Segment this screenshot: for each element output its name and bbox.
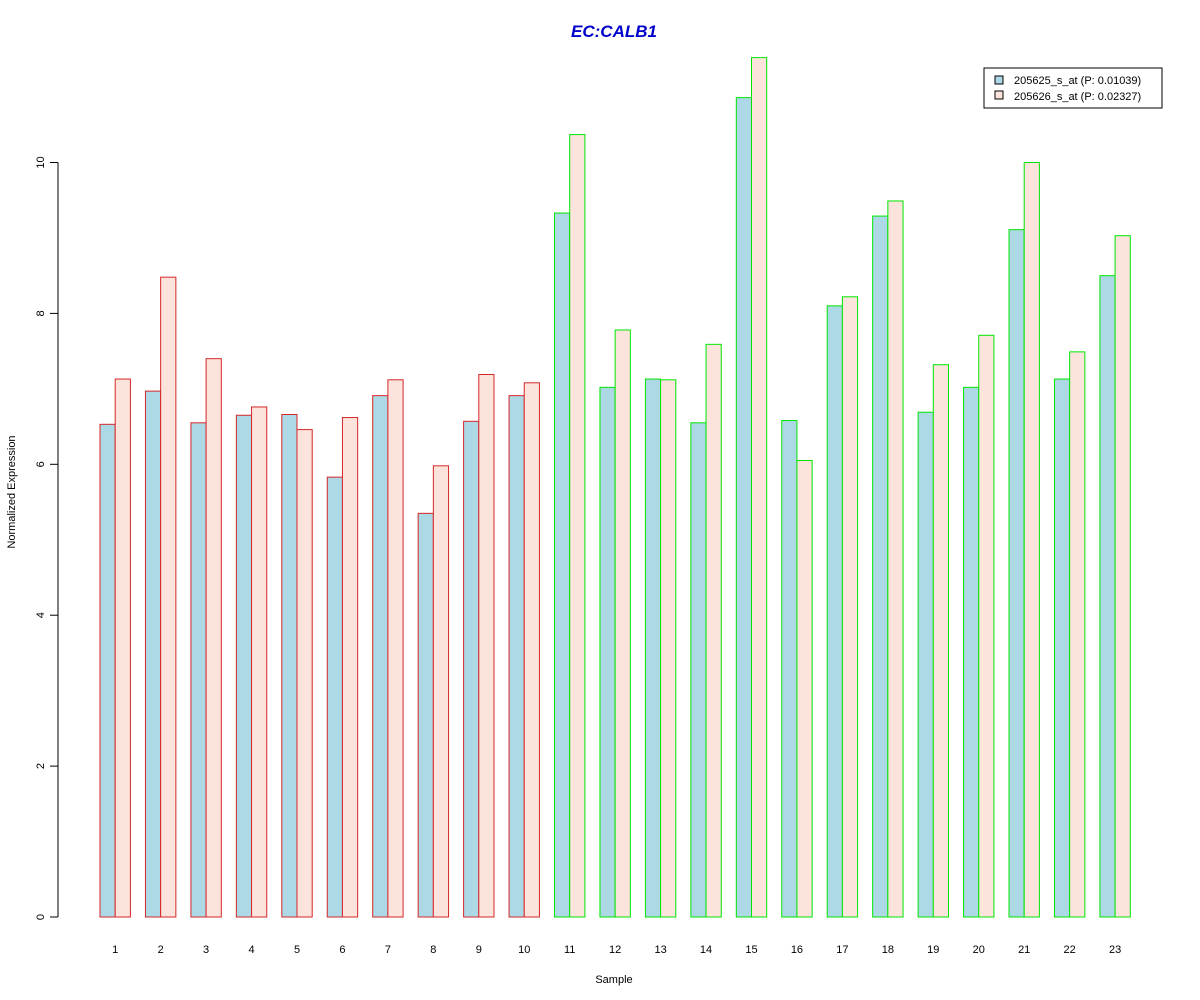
bar-sample-15-series-1 xyxy=(735,97,752,918)
bar-sample-15-series-2 xyxy=(751,57,768,918)
x-tick-label: 3 xyxy=(203,944,209,956)
y-tick-label: 6 xyxy=(35,461,47,467)
y-tick-label: 4 xyxy=(35,612,47,618)
bar-sample-12-series-1 xyxy=(599,386,616,918)
x-axis-labels: 1 2 3 4 5 6 7 8 9 10 11 12 13 14 15 16 17 18 19 20 21 22 23 xyxy=(112,944,1121,956)
y-tick-label: 10 xyxy=(35,156,47,168)
x-tick-label: 1 xyxy=(112,944,118,956)
bar-sample-16-series-2 xyxy=(796,460,813,918)
x-tick-label: 15 xyxy=(745,944,757,956)
chart-title: EC:CALB1 xyxy=(571,22,657,41)
bar-sample-23-series-2 xyxy=(1114,235,1131,918)
y-axis: 0 2 4 6 8 10 xyxy=(35,156,59,920)
bar-sample-2-series-2 xyxy=(160,276,177,918)
bar-sample-4-series-2 xyxy=(251,406,268,918)
bar-sample-12-series-2 xyxy=(614,329,631,918)
bar-sample-16-series-1 xyxy=(781,420,798,918)
bar-sample-8-series-1 xyxy=(417,512,434,918)
x-tick-label: 8 xyxy=(430,944,436,956)
x-tick-label: 2 xyxy=(158,944,164,956)
bar-sample-19-series-2 xyxy=(932,364,949,918)
x-tick-label: 18 xyxy=(882,944,894,956)
x-tick-label: 19 xyxy=(927,944,939,956)
x-tick-label: 22 xyxy=(1064,944,1076,956)
x-tick-label: 20 xyxy=(973,944,985,956)
x-tick-label: 5 xyxy=(294,944,300,956)
x-tick-label: 11 xyxy=(564,944,575,956)
legend-swatch-1 xyxy=(994,75,1004,85)
bar-sample-17-series-1 xyxy=(826,305,843,918)
bar-sample-7-series-2 xyxy=(387,379,404,918)
bar-sample-17-series-2 xyxy=(841,296,859,918)
y-tick-label: 0 xyxy=(35,914,47,920)
bar-sample-11-series-1 xyxy=(554,212,571,918)
x-tick-label: 13 xyxy=(654,944,666,956)
bar-sample-7-series-1 xyxy=(372,395,389,918)
x-tick-label: 6 xyxy=(339,944,345,956)
bar-sample-9-series-2 xyxy=(478,374,495,918)
bar-sample-14-series-2 xyxy=(705,343,722,918)
x-tick-label: 4 xyxy=(248,944,254,956)
bar-sample-13-series-1 xyxy=(644,378,662,918)
bar-sample-20-series-1 xyxy=(963,386,980,918)
bars xyxy=(99,57,1131,918)
legend-box xyxy=(983,67,1163,109)
bar-sample-4-series-1 xyxy=(235,414,253,918)
bar-sample-20-series-2 xyxy=(978,334,995,918)
x-tick-label: 23 xyxy=(1109,944,1121,956)
legend-swatch-2 xyxy=(994,90,1004,100)
bar-sample-13-series-2 xyxy=(660,379,677,918)
bar-sample-19-series-1 xyxy=(917,411,934,918)
bar-sample-14-series-1 xyxy=(690,422,707,918)
bar-sample-10-series-1 xyxy=(508,395,525,918)
y-tick-label: 8 xyxy=(35,310,47,316)
bar-sample-18-series-1 xyxy=(872,215,889,918)
bar-sample-18-series-2 xyxy=(887,200,904,918)
bar-sample-21-series-1 xyxy=(1008,229,1025,918)
bar-sample-5-series-2 xyxy=(296,429,313,918)
bar-sample-1-series-1 xyxy=(99,423,116,918)
bar-sample-6-series-2 xyxy=(341,417,359,918)
bar-sample-2-series-1 xyxy=(144,390,162,918)
y-axis-label: Normalized Expression xyxy=(6,435,18,548)
bar-sample-11-series-2 xyxy=(569,134,586,918)
bar-sample-21-series-2 xyxy=(1023,162,1040,918)
bar-sample-6-series-1 xyxy=(326,476,343,918)
legend: 205625_s_at (P: 0.01039) 205626_s_at (P:… xyxy=(983,67,1163,109)
bar-sample-5-series-1 xyxy=(281,414,298,918)
y-tick-label: 2 xyxy=(35,763,47,769)
legend-label-1: 205625_s_at (P: 0.01039) xyxy=(1014,75,1141,87)
bar-sample-1-series-2 xyxy=(114,378,131,918)
bar-sample-3-series-1 xyxy=(190,422,207,918)
bar-sample-8-series-2 xyxy=(432,465,450,918)
legend-label-2: 205626_s_at (P: 0.02327) xyxy=(1014,91,1141,103)
x-tick-label: 17 xyxy=(836,944,848,956)
x-tick-label: 9 xyxy=(476,944,482,956)
bar-sample-22-series-2 xyxy=(1069,351,1086,918)
x-tick-label: 10 xyxy=(518,944,530,956)
bar-sample-22-series-1 xyxy=(1053,378,1071,918)
x-axis-label: Sample xyxy=(595,974,632,986)
x-tick-label: 21 xyxy=(1018,944,1030,956)
x-tick-label: 12 xyxy=(609,944,621,956)
bar-sample-23-series-1 xyxy=(1099,275,1116,918)
x-tick-label: 14 xyxy=(700,944,712,956)
bar-sample-10-series-2 xyxy=(523,382,540,918)
bar-sample-3-series-2 xyxy=(205,358,222,918)
bar-sample-9-series-1 xyxy=(463,420,480,918)
x-tick-label: 16 xyxy=(791,944,803,956)
x-tick-label: 7 xyxy=(385,944,391,956)
